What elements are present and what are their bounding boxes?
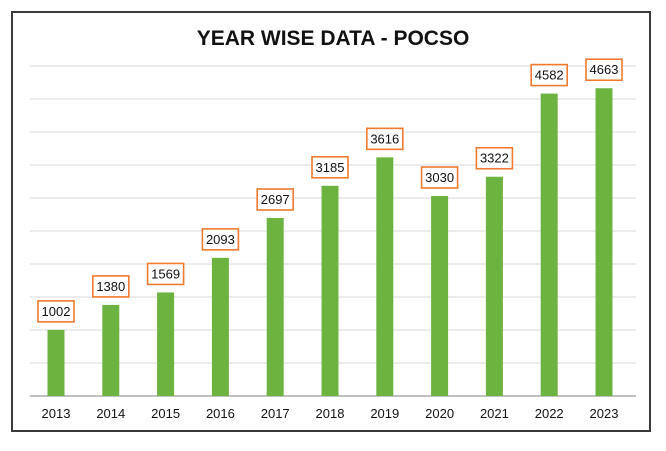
x-tick-2017: 2017	[261, 406, 290, 421]
x-tick-2022: 2022	[535, 406, 564, 421]
data-label-box-2019	[365, 127, 404, 151]
data-label-box-2013	[37, 300, 75, 323]
data-label-2013: 1002	[42, 304, 71, 319]
x-tick-2020: 2020	[425, 406, 454, 421]
bar-2022	[540, 93, 558, 396]
bar-2021	[485, 176, 503, 396]
x-tick-2023: 2023	[590, 406, 619, 421]
data-label-box-2020	[420, 166, 459, 189]
bar-2013	[47, 329, 65, 396]
x-tick-2013: 2013	[42, 406, 71, 421]
data-label-2016: 2093	[206, 232, 235, 247]
data-label-2022: 4582	[535, 68, 564, 83]
data-label-2017: 2697	[261, 192, 290, 207]
data-label-box-2017	[256, 188, 295, 211]
bar-2015	[157, 292, 175, 396]
data-labels: 1002 1380 1569 2093 2697 3185 3616 3030 3322 4582…	[37, 58, 623, 323]
x-tick-2019: 2019	[370, 406, 399, 421]
bar-2016	[211, 257, 229, 396]
bars	[47, 88, 613, 396]
data-label-2020: 3030	[425, 170, 454, 185]
data-label-box-2023	[585, 58, 623, 82]
data-label-2019: 3616	[370, 131, 399, 146]
data-label-box-2016	[201, 228, 240, 251]
bar-2020	[431, 196, 449, 396]
x-tick-2016: 2016	[206, 406, 235, 421]
x-tick-2021: 2021	[480, 406, 509, 421]
data-label-box-2021	[475, 146, 514, 170]
bar-2014	[102, 304, 120, 396]
bar-2023	[595, 88, 613, 396]
data-label-2021: 3322	[480, 151, 509, 166]
x-tick-2015: 2015	[151, 406, 180, 421]
data-label-2023: 4663	[590, 62, 619, 77]
data-label-2018: 3185	[316, 160, 345, 175]
x-tick-labels: 2013 2014 2015 2016 2017 2018 2019 2020 2021 2022…	[42, 406, 619, 421]
x-tick-2018: 2018	[316, 406, 345, 421]
data-label-box-2014	[92, 275, 130, 298]
gridlines	[30, 65, 636, 364]
bar-2017	[266, 217, 284, 396]
data-label-box-2018	[311, 155, 349, 179]
data-label-2015: 1569	[151, 266, 180, 281]
chart-title: YEAR WISE DATA - POCSO	[197, 27, 470, 50]
data-label-box-2022	[530, 63, 569, 87]
x-tick-2014: 2014	[96, 406, 125, 421]
bar-2018	[321, 185, 339, 396]
data-label-box-2015	[146, 262, 185, 286]
bar-2019	[376, 157, 394, 396]
data-label-2014: 1380	[96, 279, 125, 294]
